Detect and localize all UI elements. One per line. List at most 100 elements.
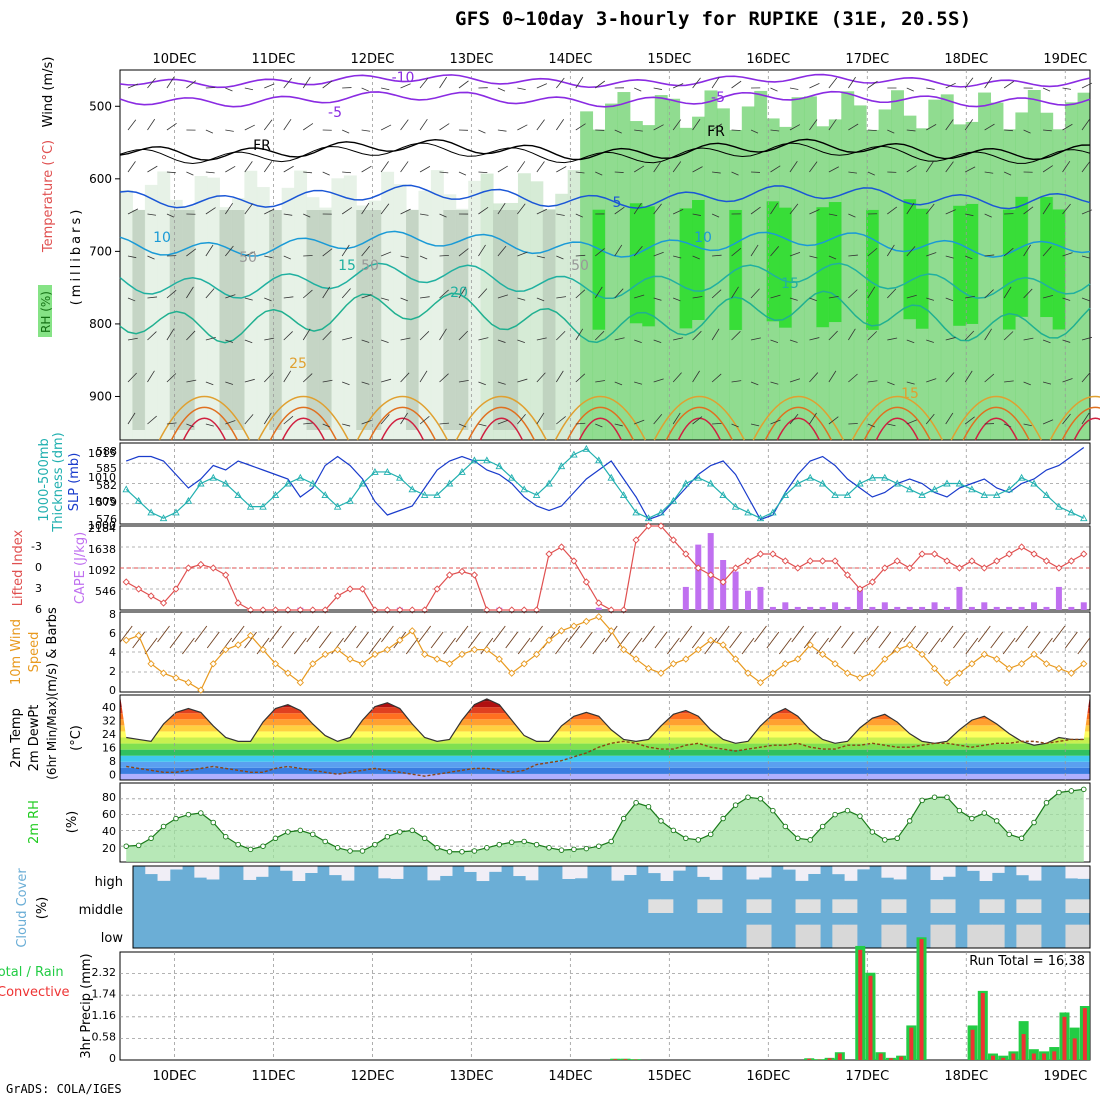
rh-line-point xyxy=(384,833,391,840)
contour-label: 50 xyxy=(361,258,379,274)
wind-speed-line-point xyxy=(147,660,155,668)
cape-bar xyxy=(807,606,814,610)
wind-barb xyxy=(497,339,506,343)
rh-line-point xyxy=(247,846,254,853)
wind-barb xyxy=(478,288,488,299)
wind-barb xyxy=(704,637,718,655)
thickness-line-point xyxy=(918,491,926,499)
wind-barb xyxy=(634,87,642,92)
wind-barb xyxy=(536,208,548,215)
wind-speed-line-point xyxy=(433,655,441,663)
rh-shade-mid xyxy=(219,210,233,430)
y-tick-label-right: 1005 xyxy=(88,495,116,508)
wind-speed-line-point xyxy=(906,641,914,649)
wind-barb xyxy=(361,245,371,257)
wind-barb xyxy=(263,372,274,383)
wind-barb xyxy=(556,296,567,299)
precip-conv-bar xyxy=(1031,1053,1036,1060)
precip-conv-bar xyxy=(613,1059,618,1060)
lifted-index-line-point xyxy=(906,564,914,572)
wind-barb xyxy=(169,631,183,649)
rh-shade-high xyxy=(692,199,705,320)
y-tick-label: 800 xyxy=(89,317,112,331)
wind-barb xyxy=(517,203,526,215)
wind-speed-line-point xyxy=(197,686,205,694)
x-tick-bottom: 10DEC xyxy=(153,1069,197,1084)
wind-barb xyxy=(497,87,506,92)
wind-barb xyxy=(750,206,761,215)
cloud-clear-low xyxy=(893,924,907,948)
wind-barb xyxy=(205,288,215,299)
temp-band xyxy=(120,737,1090,744)
wind-barb xyxy=(964,416,975,425)
cloud-clear-high xyxy=(464,866,478,872)
rh-shade xyxy=(120,190,133,440)
thickness-line-point xyxy=(147,508,155,516)
wind-speed-line xyxy=(126,615,1085,691)
lifted-index-line-point xyxy=(794,564,802,572)
wind-barb xyxy=(186,248,197,257)
cloud-clear-high xyxy=(648,866,662,874)
wind-barb xyxy=(1077,637,1091,655)
slp-panel: 588 585 582 579 576 1015 1010 1005 1000 1000-500m… xyxy=(37,432,1091,533)
warm-contour xyxy=(1061,406,1100,441)
wind-barb xyxy=(770,202,779,215)
wind-barb xyxy=(1027,631,1041,649)
wind-speed-line-point xyxy=(620,646,628,654)
wind-barb xyxy=(789,413,799,425)
contour-label: FR xyxy=(253,138,271,154)
wind-barb xyxy=(945,161,954,173)
wind-barb xyxy=(667,637,680,655)
wind-barb xyxy=(617,631,631,649)
lifted-index-line-point xyxy=(570,557,578,565)
wind-barb xyxy=(127,337,138,341)
wind-barb xyxy=(455,625,469,643)
wind-barb xyxy=(1023,337,1034,341)
wind-barb xyxy=(575,328,584,341)
wind-barb xyxy=(186,80,197,89)
wind-barb xyxy=(770,294,781,299)
wind-barb xyxy=(166,289,177,299)
precip-conv-bar xyxy=(858,949,863,1060)
precip-conv-bar xyxy=(807,1058,812,1060)
cloud-clear-high xyxy=(145,866,159,875)
wind-barb xyxy=(380,378,392,383)
thickness-line-point xyxy=(607,473,615,481)
wind-barb xyxy=(556,77,565,89)
precip-conv-bar xyxy=(1072,1038,1077,1060)
wind-barb xyxy=(400,372,410,383)
wind-barb xyxy=(691,631,705,649)
wind-barb xyxy=(614,423,623,427)
y-tick-label: 4 xyxy=(109,646,116,659)
rh-line-point xyxy=(409,827,415,834)
contour-label: 50 xyxy=(239,250,257,266)
wind-barb xyxy=(770,339,779,344)
wind-barb xyxy=(1023,288,1033,299)
warm-contour xyxy=(851,395,943,441)
precip-conv-bar xyxy=(623,1059,628,1060)
thickness-line-point xyxy=(1030,479,1038,487)
warm-contour xyxy=(479,417,524,441)
rh-line-point xyxy=(1031,819,1037,826)
cloud-clear-high xyxy=(893,866,907,880)
cape-bar xyxy=(732,571,739,610)
wind-barb xyxy=(965,166,976,173)
precip-conv-bar xyxy=(878,1053,883,1060)
lifted-index-line-point xyxy=(557,543,566,551)
wind-barb xyxy=(303,422,313,425)
thickness-line-point xyxy=(396,473,404,481)
wind-barb xyxy=(517,124,528,131)
wind-barb xyxy=(186,171,194,176)
wind-barb xyxy=(770,381,779,385)
cloud-clear-high xyxy=(243,866,257,880)
temp-band xyxy=(120,767,1090,774)
lifted-index-line-point xyxy=(707,571,715,579)
y-tick-label: 2 xyxy=(109,665,116,678)
wind-barb xyxy=(828,330,838,341)
rh-shade-mid xyxy=(368,210,382,430)
wind-barb xyxy=(166,422,177,425)
rh-line-point xyxy=(583,845,590,852)
wind-barb xyxy=(458,380,469,383)
wind-barb xyxy=(368,637,382,655)
